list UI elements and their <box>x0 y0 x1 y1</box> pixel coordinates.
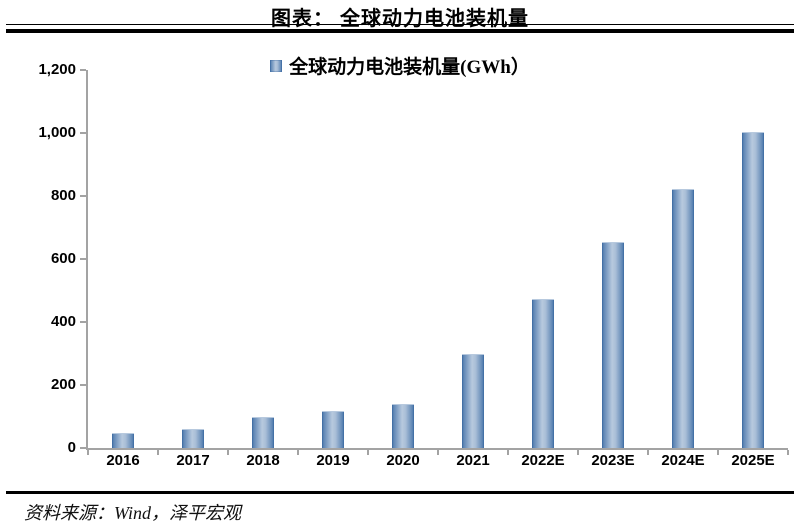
y-axis-tick <box>80 69 86 71</box>
y-axis-tick-label: 600 <box>50 250 76 267</box>
x-axis-label-2016: 2016 <box>106 452 140 469</box>
chart-title: 图表： 全球动力电池装机量 <box>271 8 529 30</box>
y-axis-tick <box>80 195 86 197</box>
bar-2019 <box>322 410 344 448</box>
y-axis-tick <box>80 384 86 386</box>
legend-series-label: 全球动力电池装机量(GWh） <box>289 57 530 78</box>
y-axis-tick-label: 1,200 <box>38 61 76 78</box>
x-axis-label-2024E: 2024E <box>661 452 705 469</box>
y-axis-tick <box>80 447 86 449</box>
bar-2023E <box>602 242 624 448</box>
x-axis-tick <box>297 450 299 455</box>
x-axis-tick <box>577 450 579 455</box>
bar-2022E <box>532 298 554 448</box>
bar-2025E <box>742 132 764 448</box>
x-axis-tick <box>717 450 719 455</box>
y-axis-tick <box>80 258 86 260</box>
y-axis-tick <box>80 321 86 323</box>
x-axis-label-2022E: 2022E <box>521 452 565 469</box>
x-axis-tick <box>157 450 159 455</box>
legend-color-swatch-icon <box>270 59 283 72</box>
x-axis-line <box>86 448 788 450</box>
y-axis-tick-label: 0 <box>67 439 76 456</box>
header-rule-thin <box>6 24 794 25</box>
x-axis-tick <box>367 450 369 455</box>
bar-2016 <box>112 433 134 448</box>
x-axis-label-2017: 2017 <box>176 452 210 469</box>
chart-legend: 全球动力电池装机量(GWh） <box>0 52 800 79</box>
x-axis-label-2018: 2018 <box>246 452 280 469</box>
bar-2024E <box>672 188 694 448</box>
y-axis-tick-label: 400 <box>50 313 76 330</box>
footer-rule <box>6 491 794 494</box>
bar-2018 <box>252 417 274 448</box>
x-axis-tick <box>787 450 789 455</box>
x-axis-label-2019: 2019 <box>316 452 350 469</box>
x-axis-tick <box>87 450 89 455</box>
data-source-note: 资料来源：Wind，泽平宏观 <box>24 503 242 523</box>
y-axis-tick-label: 200 <box>50 376 76 393</box>
y-axis-tick-label: 800 <box>50 187 76 204</box>
bar-chart-plot-area: 0 200 400 600 800 1,000 1,200 2016 2017 2018 2019 2… <box>38 61 789 469</box>
x-axis-label-2025E: 2025E <box>731 452 775 469</box>
y-axis-tick <box>80 132 86 134</box>
x-axis-label-2023E: 2023E <box>591 452 635 469</box>
x-axis-tick <box>227 450 229 455</box>
y-axis-line <box>86 70 88 448</box>
x-axis-label-2020: 2020 <box>386 452 420 469</box>
header-rule-thick <box>6 29 794 33</box>
bar-2020 <box>392 404 414 448</box>
x-axis-label-2021: 2021 <box>456 452 490 469</box>
bar-2017 <box>182 428 204 448</box>
x-axis-tick <box>437 450 439 455</box>
bar-2021 <box>462 354 484 448</box>
x-axis-tick <box>507 450 509 455</box>
x-axis-tick <box>647 450 649 455</box>
y-axis-tick-label: 1,000 <box>38 124 76 141</box>
